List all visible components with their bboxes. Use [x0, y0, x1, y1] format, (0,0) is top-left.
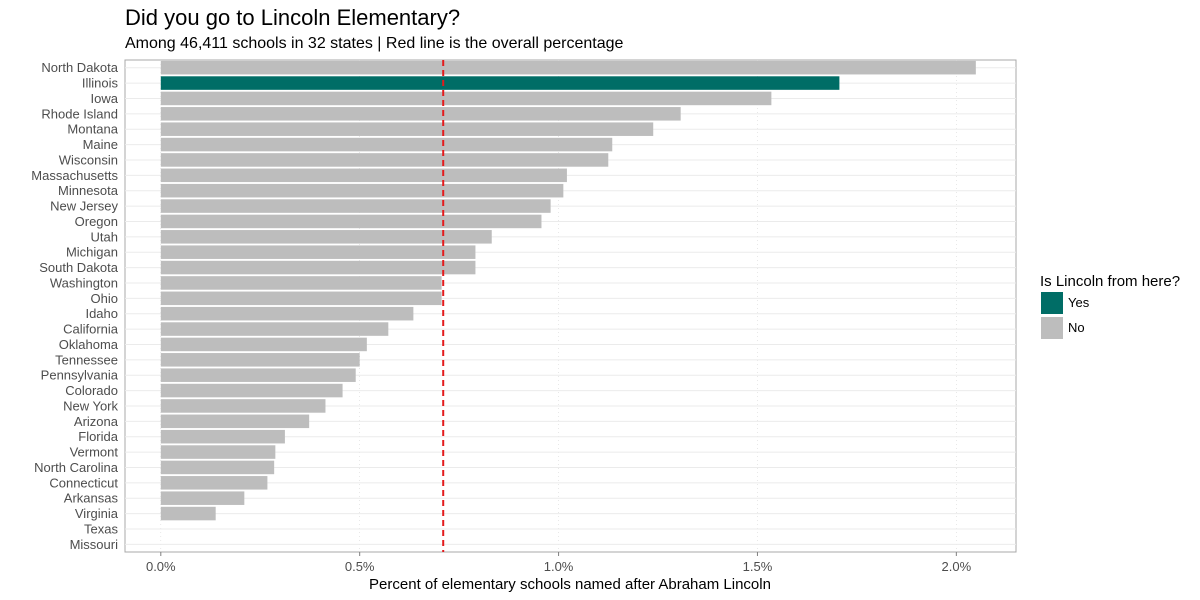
bar — [160, 506, 216, 521]
x-tick-label: 2.0% — [942, 559, 972, 574]
bar — [160, 107, 681, 121]
bar — [160, 153, 609, 167]
bar — [160, 306, 414, 321]
bar — [160, 368, 356, 382]
category-label: Idaho — [85, 306, 118, 321]
category-label: Colorado — [65, 383, 118, 398]
bar — [160, 276, 442, 290]
bar — [160, 353, 360, 367]
bar — [160, 399, 326, 413]
category-label: Pennsylvania — [41, 368, 119, 383]
bar — [160, 260, 476, 275]
bar — [160, 337, 367, 352]
category-label: Arizona — [74, 414, 119, 429]
bar — [160, 476, 268, 490]
bar — [160, 383, 343, 398]
legend-label: No — [1068, 320, 1085, 335]
category-label: Utah — [91, 229, 118, 244]
x-tick-label: 0.0% — [146, 559, 176, 574]
category-label: Michigan — [66, 245, 118, 260]
bar — [160, 429, 285, 444]
category-label: Wisconsin — [59, 152, 118, 167]
bar — [160, 214, 542, 229]
category-label: Washington — [50, 275, 118, 290]
bar — [160, 60, 976, 75]
category-label: Montana — [67, 122, 118, 137]
category-label: Texas — [84, 521, 118, 536]
category-label: Maine — [83, 137, 118, 152]
legend: Is Lincoln from here? Yes No — [1040, 273, 1180, 339]
category-label: Ohio — [91, 291, 118, 306]
bar — [160, 199, 551, 213]
category-label: New York — [63, 398, 118, 413]
legend-swatch — [1041, 292, 1063, 314]
bar — [160, 491, 245, 505]
legend-label: Yes — [1068, 295, 1090, 310]
category-label: Arkansas — [64, 491, 119, 506]
bar — [160, 445, 276, 459]
category-label: New Jersey — [50, 199, 118, 214]
category-label: Oklahoma — [59, 337, 119, 352]
category-label: Minnesota — [58, 183, 119, 198]
category-label: Missouri — [70, 537, 119, 552]
bar — [160, 230, 492, 244]
bar — [160, 137, 613, 152]
category-label: Rhode Island — [41, 106, 118, 121]
x-tick-label: 1.0% — [544, 559, 574, 574]
category-label: North Carolina — [34, 460, 119, 475]
bar — [160, 245, 476, 259]
bar — [160, 168, 567, 183]
chart-subtitle: Among 46,411 schools in 32 states | Red … — [125, 35, 624, 52]
bars — [160, 60, 976, 521]
category-label: California — [63, 322, 119, 337]
category-label: North Dakota — [41, 60, 118, 75]
category-label: Tennessee — [55, 352, 118, 367]
category-label: Vermont — [70, 445, 119, 460]
bar — [160, 122, 654, 136]
category-label: Connecticut — [49, 475, 118, 490]
category-label: Iowa — [91, 91, 119, 106]
bar — [160, 91, 772, 106]
category-label: South Dakota — [39, 260, 119, 275]
category-label: Illinois — [82, 76, 119, 91]
legend-swatch — [1041, 317, 1063, 339]
x-tick-label: 1.5% — [743, 559, 773, 574]
bar — [160, 291, 442, 306]
category-label: Oregon — [75, 214, 118, 229]
category-label: Massachusetts — [31, 168, 118, 183]
chart-title: Did you go to Lincoln Elementary? — [125, 5, 461, 30]
bar — [160, 183, 564, 198]
legend-title: Is Lincoln from here? — [1040, 273, 1180, 290]
bar — [160, 414, 310, 429]
category-label: Florida — [78, 429, 119, 444]
x-axis-title: Percent of elementary schools named afte… — [369, 576, 771, 593]
bar — [160, 460, 275, 475]
bar — [160, 76, 840, 90]
x-tick-label: 0.5% — [345, 559, 375, 574]
category-label: Virginia — [75, 506, 119, 521]
x-axis-ticks: 0.0% 0.5% 1.0% 1.5% 2.0% — [146, 552, 972, 574]
bar — [160, 322, 389, 336]
